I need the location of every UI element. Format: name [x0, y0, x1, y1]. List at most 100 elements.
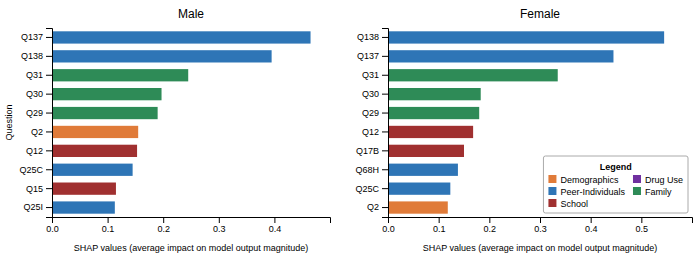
legend-swatch: [548, 175, 556, 183]
y-tick-mark: [46, 169, 52, 170]
x-axis-line: [53, 218, 331, 224]
y-tick: Q30: [362, 89, 388, 99]
bar: [52, 145, 137, 157]
legend-item: Family: [633, 187, 672, 197]
y-tick-mark: [46, 94, 52, 95]
panel: 0.00.10.20.30.4Q137Q138Q31Q30Q29Q2Q12Q25…: [4, 7, 331, 253]
y-tick-mark: [46, 56, 52, 57]
x-tick-label: 0.1: [102, 224, 115, 234]
legend-label: Peer-Individuals: [560, 187, 625, 197]
legend-title: Legend: [600, 162, 632, 172]
legend-swatch: [548, 199, 556, 207]
bar: [388, 50, 613, 62]
y-tick-mark: [382, 75, 388, 76]
bar: [388, 126, 473, 138]
y-tick: Q25C: [19, 165, 52, 175]
y-tick-label: Q25C: [19, 165, 43, 175]
y-tick-label: Q2: [367, 202, 379, 212]
y-tick-label: Q30: [26, 89, 43, 99]
legend-label: Family: [645, 187, 672, 197]
x-tick-mark: [489, 217, 490, 223]
x-tick: 0.4: [269, 217, 282, 234]
bar: [52, 183, 116, 195]
bar: [52, 88, 162, 100]
y-tick-label: Q31: [26, 70, 43, 80]
y-tick-mark: [46, 150, 52, 151]
bar: [388, 31, 664, 43]
legend-item: Peer-Individuals: [548, 187, 625, 197]
y-tick: Q138: [357, 32, 388, 42]
y-tick-label: Q12: [362, 127, 379, 137]
y-tick: Q2: [31, 127, 52, 137]
y-tick-mark: [382, 131, 388, 132]
y-tick: Q12: [362, 127, 388, 137]
y-tick-mark: [382, 113, 388, 114]
y-axis-line: [46, 29, 53, 218]
y-tick-label: Q2: [31, 127, 43, 137]
x-tick: 0.0: [382, 217, 395, 234]
y-tick-label: Q12: [26, 146, 43, 156]
y-tick-mark: [382, 207, 388, 208]
y-tick-label: Q29: [362, 108, 379, 118]
bar: [52, 50, 272, 62]
y-tick-mark: [382, 37, 388, 38]
y-tick: Q138: [21, 51, 52, 61]
y-tick-label: Q30: [362, 89, 379, 99]
x-tick-mark: [108, 217, 109, 223]
bar: [388, 145, 464, 157]
x-tick: 0.5: [636, 217, 649, 234]
y-tick-mark: [382, 150, 388, 151]
y-tick-mark: [46, 75, 52, 76]
x-tick: 0.0: [46, 217, 59, 234]
x-tick-label: 0.4: [269, 224, 282, 234]
x-tick-label: 0.2: [157, 224, 170, 234]
y-axis: Q137Q138Q31Q30Q29Q2Q12Q25CQ15Q25I: [19, 29, 52, 218]
x-axis-line: [389, 218, 693, 224]
y-tick: Q31: [362, 70, 388, 80]
bar: [388, 201, 448, 213]
bar: [388, 164, 458, 176]
y-tick-mark: [46, 207, 52, 208]
x-tick-mark: [641, 217, 642, 223]
x-axis: 0.0 0.1 0.2 0.3 0.4 0.5: [382, 217, 692, 234]
legend-item: Demographics: [548, 175, 619, 185]
x-tick-label: 0.1: [433, 224, 446, 234]
y-tick: Q15: [26, 184, 52, 194]
y-tick-label: Q138: [21, 51, 43, 61]
x-tick-label: 0.3: [534, 224, 547, 234]
x-tick-mark: [163, 217, 164, 223]
x-tick: 0.4: [585, 217, 598, 234]
x-tick-mark: [591, 217, 592, 223]
bar: [52, 201, 115, 213]
x-tick-label: 0.0: [382, 224, 395, 234]
y-tick-mark: [46, 37, 52, 38]
x-tick-mark: [540, 217, 541, 223]
panel: 0.0 0.1 0.2 0.3 0.4 0.5 Q138 Q137 Q31 Q30 Q29 Q12 Q1…: [355, 7, 692, 253]
y-tick-mark: [46, 131, 52, 132]
y-tick-mark: [382, 56, 388, 57]
y-tick-label: Q29: [26, 108, 43, 118]
x-tick: 0.2: [157, 217, 170, 234]
y-tick-label: Q68H: [355, 165, 379, 175]
bar: [388, 69, 558, 81]
y-tick-label: Q31: [362, 70, 379, 80]
y-tick-mark: [382, 188, 388, 189]
bars: [388, 31, 664, 213]
x-tick: 0.2: [484, 217, 497, 234]
y-tick-label: Q137: [357, 51, 379, 61]
bar: [52, 164, 133, 176]
x-tick: 0.1: [102, 217, 115, 234]
title: Female: [520, 7, 560, 21]
y-tick-label: Q137: [21, 32, 43, 42]
y-tick: Q137: [357, 51, 388, 61]
bars: [52, 31, 311, 213]
bar: [52, 31, 311, 43]
y-tick-label: Q17B: [356, 146, 379, 156]
legend-label: Demographics: [560, 175, 619, 185]
bar: [388, 183, 450, 195]
title: Male: [178, 7, 204, 21]
y-tick: Q17B: [356, 146, 388, 156]
y-tick: Q25C: [355, 184, 388, 194]
y-tick-mark: [382, 169, 388, 170]
legend-label: Drug Use: [645, 175, 683, 185]
